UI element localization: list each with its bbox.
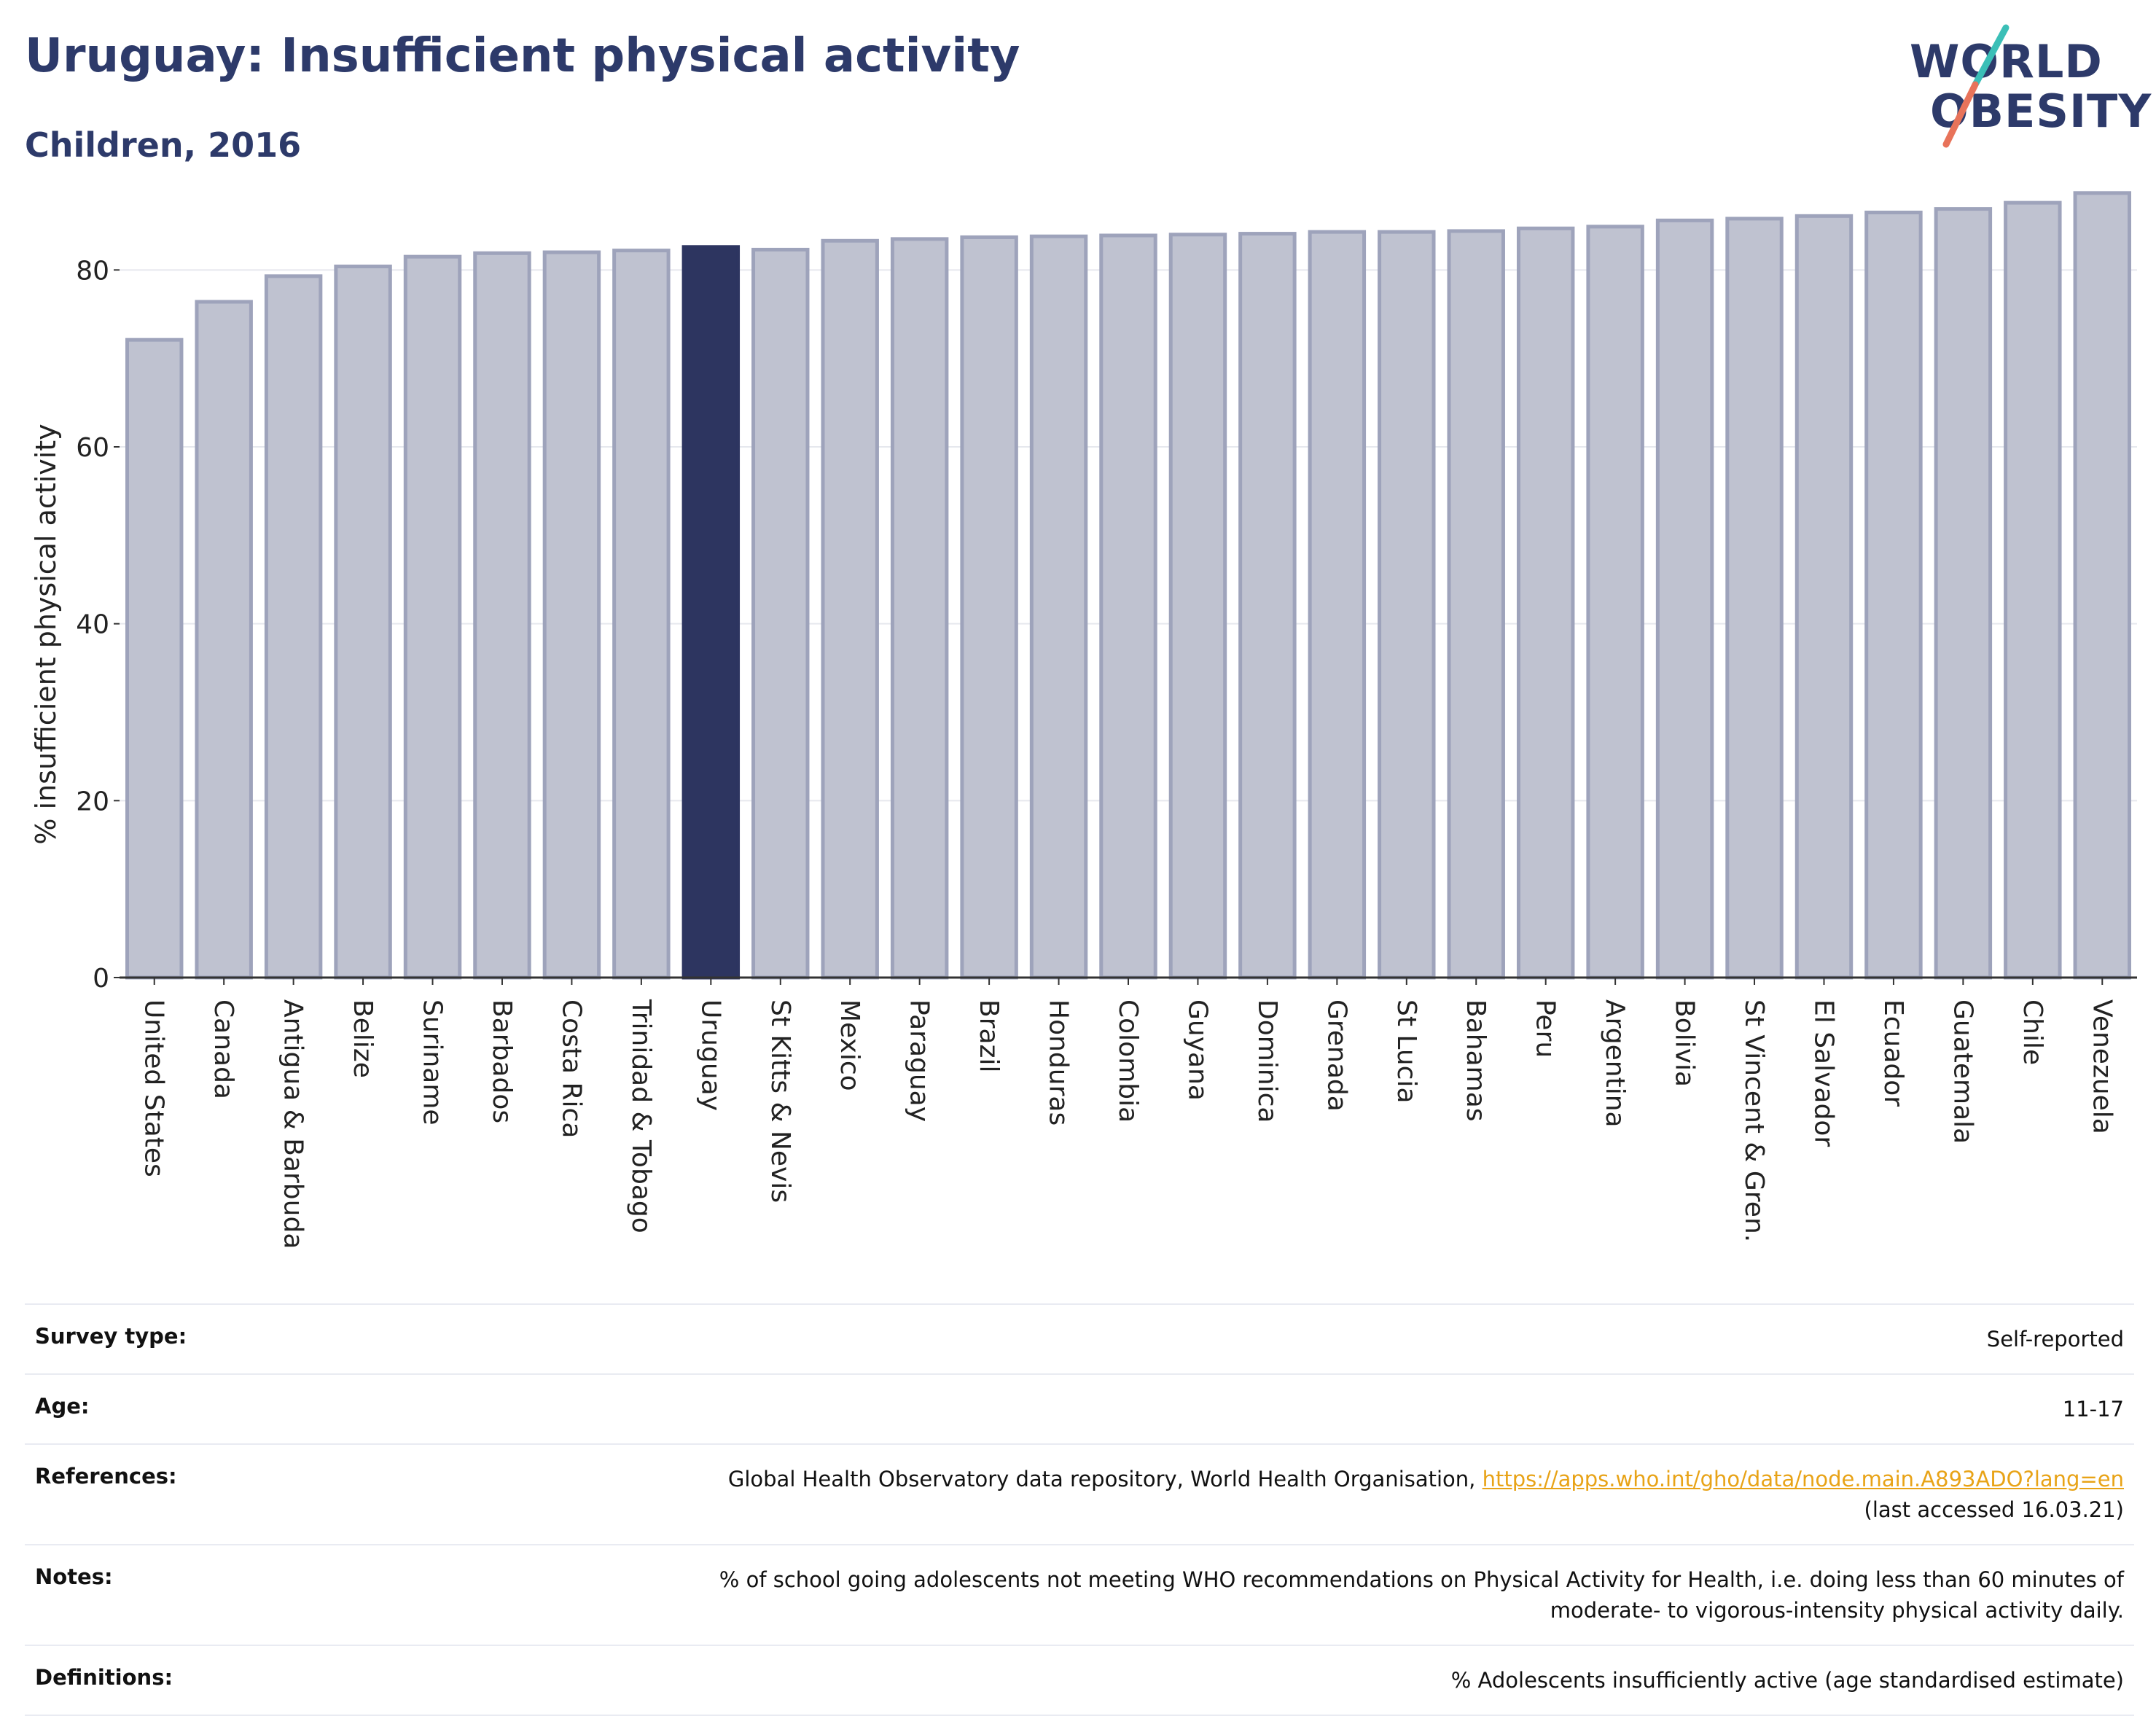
x-tick-label: Costa Rica	[556, 999, 586, 1138]
x-tick-label: Grenada	[1321, 999, 1351, 1112]
page-subtitle: Children, 2016	[25, 125, 302, 165]
logo-line-1: WORLD	[1910, 35, 2103, 88]
references-text: Global Health Observatory data repositor…	[727, 1467, 1476, 1491]
x-tick-label: Argentina	[1600, 999, 1630, 1128]
x-tick-label: Canada	[208, 999, 238, 1099]
age-value: 11-17	[2062, 1397, 2124, 1421]
x-tick-label: Belize	[348, 999, 378, 1078]
bar-suriname	[403, 254, 462, 980]
x-tick-label: Brazil	[974, 999, 1004, 1072]
bar-mexico	[821, 238, 879, 980]
bar-canada	[195, 300, 253, 980]
x-tick-label: Paraguay	[905, 999, 934, 1122]
bar-ecuador	[1864, 210, 1923, 980]
y-tick-label: 20	[76, 787, 109, 816]
bar-honduras	[1029, 234, 1088, 980]
notes-label: Notes:	[35, 1564, 113, 1589]
x-tick-label: Dominica	[1252, 999, 1282, 1123]
references-accessed: (last accessed 16.03.21)	[1864, 1497, 2124, 1522]
references-link[interactable]: https://apps.who.int/gho/data/node.main.…	[1482, 1467, 2124, 1491]
bar-chart: 0 20 40 60 80 United States Canada Antigua & B…	[30, 191, 2137, 1249]
x-tick-labels: United States Canada Antigua & Barbuda Beli…	[139, 999, 2117, 1249]
y-tick-label: 40	[76, 610, 109, 640]
x-tick-label: Chile	[2018, 999, 2047, 1065]
notes-value: % of school going adolescents not meetin…	[308, 1545, 2134, 1645]
bar-chile	[2004, 200, 2062, 980]
definitions-value: % Adolescents insufficiently active (age…	[1450, 1668, 2124, 1693]
x-tick-label: Ecuador	[1878, 999, 1908, 1107]
bar-venezuela	[2073, 191, 2132, 980]
x-tick-label: Mexico	[835, 999, 864, 1091]
x-tick-label: El Salvador	[1808, 999, 1838, 1147]
notes-line-2: moderate- to vigorous-intensity physical…	[1550, 1598, 2124, 1623]
y-tick-label: 0	[93, 964, 109, 994]
bar-guatemala	[1934, 207, 1993, 980]
info-row-notes: Notes: % of school going adolescents not…	[25, 1545, 2134, 1645]
page-title: Uruguay: Insufficient physical activity	[25, 29, 1020, 83]
x-tick-label: Peru	[1531, 999, 1561, 1058]
x-tick-label: Barbados	[487, 999, 517, 1123]
axes	[114, 269, 2137, 985]
x-tick-label: Guyana	[1182, 999, 1212, 1101]
info-table: Survey type: Self-reported Age: 11-17 Re…	[25, 1303, 2134, 1716]
bar-united-states	[125, 338, 184, 980]
x-tick-label: Colombia	[1113, 999, 1143, 1123]
bar-st-vincent-gren-	[1725, 217, 1784, 980]
bar-belize	[334, 264, 392, 980]
x-tick-label: Venezuela	[2087, 999, 2117, 1134]
x-tick-label: Suriname	[418, 999, 448, 1126]
x-tick-label: Bahamas	[1461, 999, 1491, 1122]
bar-antigua-barbuda	[264, 274, 323, 980]
x-tick-label: St Lucia	[1391, 999, 1421, 1104]
x-tick-label: Honduras	[1044, 999, 1074, 1126]
x-tick-label: Trinidad & Tobago	[626, 999, 656, 1233]
x-tick-label: Uruguay	[695, 999, 725, 1111]
y-tick-label: 60	[76, 433, 109, 463]
age-label: Age:	[35, 1394, 90, 1419]
bar-grenada	[1308, 230, 1367, 980]
bar-uruguay	[681, 245, 741, 980]
info-row-survey-type: Survey type: Self-reported	[25, 1304, 2134, 1374]
bar-dominica	[1238, 232, 1297, 980]
bar-trinidad-tobago	[612, 249, 671, 980]
bar-argentina	[1586, 225, 1644, 980]
y-tick-label: 80	[76, 256, 109, 286]
x-tick-label: Bolivia	[1670, 999, 1700, 1087]
notes-line-1: % of school going adolescents not meetin…	[719, 1567, 2124, 1592]
references-value: Global Health Observatory data repositor…	[308, 1444, 2134, 1545]
bar-colombia	[1099, 233, 1157, 980]
bars	[125, 191, 2132, 980]
x-tick-label: United States	[139, 999, 169, 1177]
x-tick-label: Antigua & Barbuda	[278, 999, 308, 1249]
bar-st-kitts-nevis	[751, 247, 810, 980]
references-label: References:	[35, 1464, 177, 1489]
y-axis-label: % insufficient physical activity	[30, 424, 62, 844]
bar-peru	[1516, 226, 1575, 980]
bar-bahamas	[1447, 229, 1505, 980]
info-row-references: References: Global Health Observatory da…	[25, 1444, 2134, 1545]
logo-line-2: OBESITY	[1930, 85, 2152, 138]
logo-slash-icon	[1942, 24, 2009, 148]
x-tick-label: St Kitts & Nevis	[765, 999, 795, 1203]
bar-el-salvador	[1794, 214, 1854, 980]
bar-bolivia	[1655, 218, 1714, 980]
bar-guyana	[1168, 233, 1227, 980]
survey-type-label: Survey type:	[35, 1324, 187, 1349]
x-tick-label: Guatemala	[1948, 999, 1977, 1144]
info-row-definitions: Definitions: % Adolescents insufficientl…	[25, 1645, 2134, 1715]
survey-type-value: Self-reported	[1986, 1327, 2124, 1352]
bar-paraguay	[890, 237, 949, 980]
bar-st-lucia	[1378, 230, 1436, 980]
bar-brazil	[960, 235, 1018, 980]
bar-barbados	[473, 251, 531, 980]
info-row-age: Age: 11-17	[25, 1374, 2134, 1444]
x-tick-label: St Vincent & Gren.	[1739, 999, 1769, 1242]
y-tick-labels: 0 20 40 60 80	[76, 256, 109, 994]
world-obesity-logo: WORLD OBESITY	[1895, 22, 2151, 153]
definitions-label: Definitions:	[35, 1665, 173, 1690]
bar-costa-rica	[542, 250, 601, 980]
